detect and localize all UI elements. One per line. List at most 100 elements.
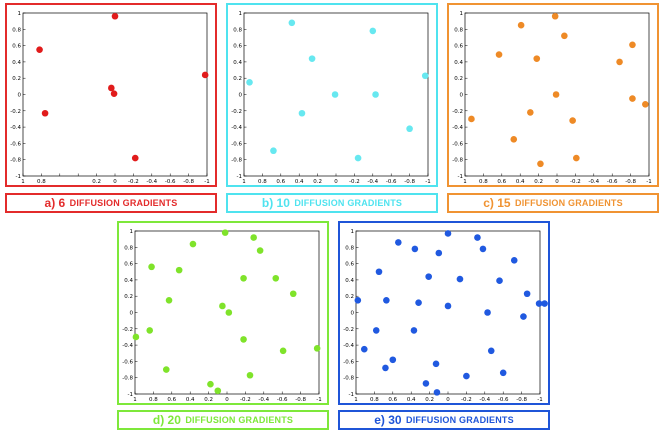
x-tick-label: -0.4 xyxy=(258,397,269,403)
data-point xyxy=(425,273,432,280)
x-tick-label: 0 xyxy=(225,397,229,403)
data-point xyxy=(207,380,214,388)
x-tick-label: 1 xyxy=(463,179,467,185)
data-point xyxy=(496,277,503,285)
x-tick-label: -0.2 xyxy=(128,179,139,185)
data-point xyxy=(510,257,518,264)
x-tick-label: 0.8 xyxy=(479,179,488,185)
scatter-panel-a: 1 0.8 0.6 0.4 0.2 0 -0.2 -0.4 -0.6 -0.8 -1 1 0.8 0.2 0… xyxy=(5,3,217,187)
data-point xyxy=(246,371,254,379)
y-tick-label: 1 xyxy=(239,11,243,17)
scatter-plot-c: 10.80.60.40.20-0.2-0.4-0.6-0.8-11 0.8 0.6 0… xyxy=(452,11,651,185)
caption-b-prefix: b) 10 xyxy=(261,196,290,210)
data-point xyxy=(642,100,649,108)
data-point xyxy=(162,366,170,373)
y-tick-label: 0.6 xyxy=(124,262,133,268)
y-tick-label: -1 xyxy=(349,392,354,398)
x-tick-label: 0.2 xyxy=(204,397,213,403)
y-tick-label: 0.2 xyxy=(233,76,242,82)
x-tick-label: -0.4 xyxy=(146,179,157,185)
caption-c-prefix: c) 15 xyxy=(483,196,511,210)
x-tick-label: -0.2 xyxy=(240,397,251,403)
data-point xyxy=(569,117,576,124)
y-tick-label: -0.4 xyxy=(231,125,242,131)
data-point xyxy=(372,91,379,98)
data-point xyxy=(444,302,452,310)
data-point xyxy=(189,240,197,248)
data-point xyxy=(146,327,154,334)
y-tick-label: 0.6 xyxy=(233,44,242,50)
x-tick-label: 0 xyxy=(334,179,338,185)
y-tick-label: 0.2 xyxy=(345,294,354,300)
x-tick-label: -0.6 xyxy=(277,397,288,403)
x-tick-label: 0.4 xyxy=(407,397,416,403)
scatter-panel-c: 1 0.8 0.6 0.4 0.2 0 -0.2 -0.4 -0.6 -0.8 -1 1 0.8 0.6 0… xyxy=(447,3,659,187)
data-point xyxy=(474,234,481,241)
data-point xyxy=(432,360,440,368)
data-point xyxy=(110,90,118,97)
caption-e-prefix: e) 30 xyxy=(374,413,402,427)
x-tick-label: -1 xyxy=(425,179,430,185)
x-tick-label: -0.6 xyxy=(165,179,176,185)
data-point xyxy=(331,91,339,98)
x-tick-label: 0.8 xyxy=(258,179,267,185)
y-tick-label: 0.6 xyxy=(345,262,354,268)
data-point xyxy=(383,296,390,304)
y-tick-label: -0.2 xyxy=(231,109,242,115)
x-tick-label: 0.6 xyxy=(167,397,176,403)
caption-a-suffix: DIFFUSION GRADIENTS xyxy=(69,198,178,208)
y-tick-label: 0 xyxy=(351,311,355,317)
y-tick-label: 0.6 xyxy=(12,44,21,50)
data-point xyxy=(551,12,559,20)
data-point xyxy=(132,333,140,341)
y-tick-label: 0.4 xyxy=(345,278,354,284)
data-point xyxy=(520,313,527,320)
x-tick-label: 0.2 xyxy=(313,179,322,185)
x-tick-label: -0.4 xyxy=(479,397,490,403)
y-tick-label: 0 xyxy=(460,93,464,99)
data-point xyxy=(533,55,541,62)
y-tick-label: -0.6 xyxy=(452,141,463,147)
x-tick-label: -0.8 xyxy=(183,179,194,185)
x-tick-label: 0.6 xyxy=(276,179,285,185)
data-point xyxy=(272,274,280,282)
data-point xyxy=(495,51,503,58)
y-tick-label: 0 xyxy=(239,93,243,99)
x-tick-label: -0.4 xyxy=(367,179,378,185)
y-tick-label: 0.4 xyxy=(12,60,21,66)
x-tick-label: -0.8 xyxy=(625,179,636,185)
x-tick-label: -1 xyxy=(537,397,542,403)
data-point xyxy=(270,147,277,155)
data-point xyxy=(487,347,495,355)
y-tick-label: -1 xyxy=(237,174,242,180)
scatter-plot-d: 10.80.60.40.20-0.2-0.4-0.6-0.8-11 0.8 0.6 0… xyxy=(122,229,321,403)
y-tick-label: -0.6 xyxy=(231,141,242,147)
x-tick-label: 0 xyxy=(446,397,450,403)
y-tick-label: -0.8 xyxy=(452,158,463,164)
data-point xyxy=(406,125,413,133)
data-point xyxy=(561,32,568,40)
data-point xyxy=(629,41,636,49)
x-tick-label: -0.6 xyxy=(607,179,618,185)
data-point xyxy=(360,345,368,353)
data-point xyxy=(372,327,380,334)
scatter-plot-a: 10.80.60.40.20-0.2-0.4-0.6-0.8-11 0.8 0.2 0… xyxy=(10,11,209,185)
y-tick-label: -0.4 xyxy=(343,343,354,349)
y-tick-label: 1 xyxy=(460,11,464,17)
y-tick-label: 0.8 xyxy=(12,27,21,33)
x-tick-label: 1 xyxy=(133,397,137,403)
data-point xyxy=(288,19,296,27)
y-tick-label: 1 xyxy=(351,229,355,235)
y-tick-label: -0.6 xyxy=(343,359,354,365)
x-tick-label: 0.4 xyxy=(186,397,195,403)
x-tick-label: 0 xyxy=(113,179,117,185)
data-point xyxy=(298,109,306,117)
x-tick-label: 0.2 xyxy=(92,179,101,185)
y-tick-label: -1 xyxy=(128,392,133,398)
data-point xyxy=(629,95,636,102)
data-point xyxy=(41,109,49,117)
data-point xyxy=(175,266,183,274)
data-point xyxy=(308,55,316,62)
x-tick-label: 0.8 xyxy=(370,397,379,403)
data-point xyxy=(616,58,623,66)
